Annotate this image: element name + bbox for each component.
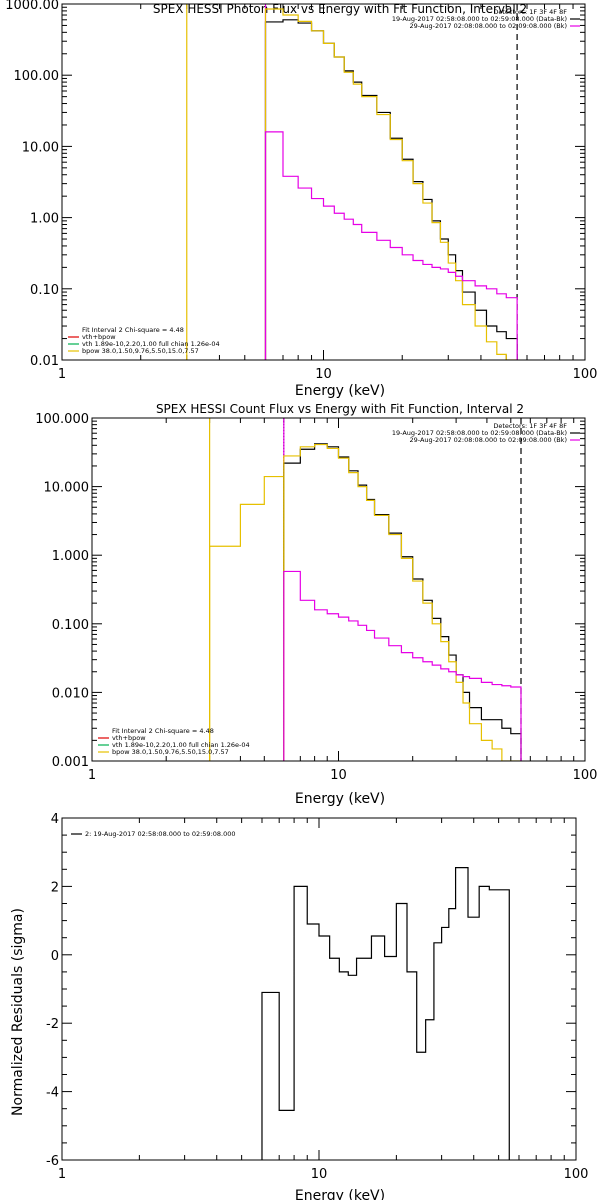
- legend-right-entry: 19-Aug-2017 02:58:08.000 to 02:59:08.000…: [392, 429, 567, 437]
- series-line-bk: [264, 131, 518, 360]
- series-line-vth-bpow: [283, 443, 521, 761]
- plot-frame: [91, 417, 586, 762]
- x-tick-label: 100: [573, 768, 598, 783]
- x-tick-label: 10: [330, 768, 347, 783]
- legend-left-entry: Fit Interval 2 Chi-square = 4.48: [112, 727, 214, 735]
- y-tick-label: 100.00: [14, 69, 60, 84]
- count-panel: SPEX HESSI Count Flux vs Energy with Fit…: [35, 402, 597, 807]
- legend-left-entry: vth 1.89e-10,2.20,1.00 full chian 1.26e-…: [112, 741, 250, 749]
- legend-right-entry: Detectors: 1F 3F 4F 8F: [493, 422, 567, 430]
- x-tick-label: 1: [58, 1167, 66, 1182]
- x-tick-label: 100: [564, 1167, 589, 1182]
- legend-left-entry: bpow 38.0,1.50,9.76,5.50,15.0,7.57: [82, 347, 199, 355]
- x-tick-label: 10: [311, 1167, 328, 1182]
- count-plot-area: 1 10 100 0.001 0.010 0.100 1.000 10.000 100.000 D…: [35, 412, 597, 783]
- legend-left-entry: 2: 19-Aug-2017 02:58:08.000 to 02:59:08.…: [85, 830, 236, 838]
- photon-panel: SPEX HESSI Photon Flux vs Energy with Fi…: [5, 0, 597, 399]
- residual-panel: 1 10 100 -6 -4 -2 0 2 4 2: 19-Aug-2017 02:58:08.0…: [10, 812, 588, 1200]
- photon-xlabel: Energy (keV): [295, 383, 385, 399]
- y-tick-label: 0.100: [52, 618, 89, 633]
- count-xlabel: Energy (keV): [295, 791, 385, 807]
- series-line-vth-bpow: [264, 8, 518, 360]
- y-tick-label: 1000.00: [5, 0, 59, 13]
- legend-left-entry: vth+bpow: [82, 333, 116, 341]
- legend-right-entry: Detectors: 1F 3F 4F 8F: [493, 8, 567, 16]
- x-tick-label: 100: [573, 367, 598, 382]
- y-tick-label: 1.000: [52, 549, 89, 564]
- x-tick-label: 1: [88, 768, 96, 783]
- plot-frame: [61, 817, 577, 1161]
- photon-plot-area: 1 10 100 0.01 0.10 1.00 10.00 100.00 1000.00 Dete…: [5, 0, 597, 382]
- x-tick-label: 10: [315, 367, 332, 382]
- y-tick-label: 0: [51, 949, 59, 964]
- residual-xlabel: Energy (keV): [295, 1188, 385, 1200]
- y-tick-label: 4: [51, 812, 59, 827]
- y-tick-label: 2: [51, 880, 59, 895]
- y-tick-label: 0.01: [30, 354, 59, 369]
- legend-right-entry: 29-Aug-2017 02:08:08.000 to 02:09:08.000…: [410, 22, 567, 30]
- series-group: [261, 866, 510, 1160]
- series-line-residuals: [261, 866, 510, 1160]
- low-energy-fit-line: [209, 475, 285, 761]
- plot-frame: [61, 3, 586, 361]
- legend-left-entry: vth+bpow: [112, 734, 146, 742]
- series-group: [209, 443, 522, 761]
- y-tick-label: 10.00: [22, 140, 59, 155]
- legend-right-entry: 29-Aug-2017 02:08:08.000 to 02:09:08.000…: [410, 436, 567, 444]
- y-tick-label: 0.001: [52, 755, 89, 770]
- legend-left-entry: vth 1.89e-10,2.20,1.00 full chian 1.26e-…: [82, 340, 220, 348]
- y-tick-label: -6: [46, 1154, 59, 1169]
- y-tick-label: 0.10: [30, 283, 59, 298]
- y-tick-label: -2: [46, 1017, 59, 1032]
- y-tick-label: 1.00: [30, 212, 59, 227]
- y-tick-label: -4: [46, 1086, 59, 1101]
- residual-plot-area: 1 10 100 -6 -4 -2 0 2 4 2: 19-Aug-2017 02:58:08.0…: [46, 812, 588, 1182]
- count-title: SPEX HESSI Count Flux vs Energy with Fit…: [156, 402, 524, 416]
- x-tick-label: 1: [58, 367, 66, 382]
- legend-left-entry: bpow 38.0,1.50,9.76,5.50,15.0,7.57: [112, 748, 229, 756]
- residual-ylabel: Normalized Residuals (sigma): [10, 908, 26, 1116]
- series-line-bk: [283, 570, 522, 761]
- legend-left-entry: Fit Interval 2 Chi-square = 4.48: [82, 326, 184, 334]
- y-tick-label: 10.000: [44, 481, 90, 496]
- y-tick-label: 100.000: [35, 412, 89, 427]
- y-tick-label: 0.010: [52, 686, 89, 701]
- legend-right-entry: 19-Aug-2017 02:58:08.000 to 02:59:08.000…: [392, 15, 567, 23]
- photon-title: SPEX HESSI Photon Flux vs Energy with Fi…: [153, 2, 527, 16]
- series-group: [264, 8, 518, 360]
